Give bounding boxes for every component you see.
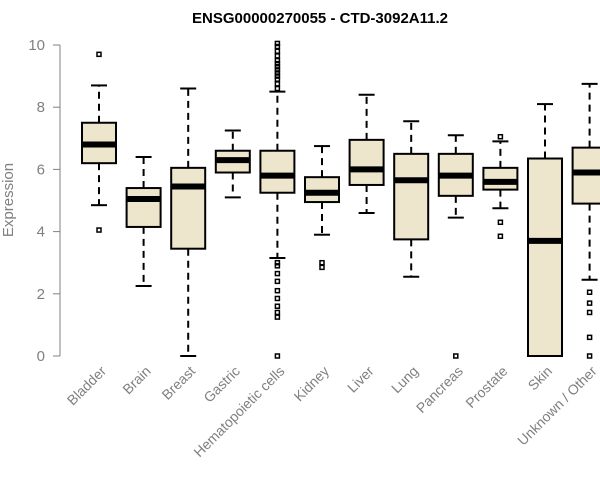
x-tick-label-unknown-other: Unknown / Other [514,363,600,449]
box-iqr [259,149,296,194]
y-axis: 0 2 4 6 8 10 [28,37,61,365]
box-iqr [393,152,430,241]
outlier-point [319,259,325,266]
x-tick-label-kidney: Kidney [291,363,333,405]
outlier-point [274,70,281,76]
x-tick-label-prostate: Prostate [462,363,510,411]
outlier-point [274,73,281,79]
x-tick-label-skin: Skin [525,363,556,394]
box-liver [348,93,385,214]
x-tick-label-liver: Liver [344,363,377,396]
outlier-point [274,85,281,92]
box-unknown-other [571,82,600,359]
outlier-point [274,263,281,269]
chart-title: ENSG00000270055 - CTD-3092A11.2 [192,10,448,27]
outlier-point [274,57,281,64]
box-lung [393,120,430,278]
box-gastric [214,129,251,199]
outlier-point [274,76,281,82]
outlier-point [274,43,281,50]
outlier-point [274,303,281,309]
box-pancreas [437,134,474,359]
outlier-point [274,270,281,277]
outlier-point [586,334,593,341]
outlier-point [274,287,281,294]
box-bladder [81,51,117,233]
outlier-point [96,227,102,233]
x-tick-label-gastric: Gastric [200,363,243,406]
x-tick-label-pancreas: Pancreas [413,363,466,416]
box-iqr [125,187,162,228]
box-prostate [482,133,519,240]
outlier-point [274,60,281,67]
x-tick-label-breast: Breast [158,363,198,403]
outlier-point [274,48,281,54]
outlier-point [319,264,325,271]
outlier-point [497,233,504,240]
box-iqr [170,166,207,250]
box-iqr [348,138,385,186]
outlier-point [274,309,281,316]
outlier-point [274,53,281,59]
box-brain [125,155,162,288]
outlier-point [274,314,281,320]
outlier-point [586,309,593,316]
outlier-point [274,259,281,266]
outlier-point [274,40,281,47]
y-tick-label: 6 [37,161,45,178]
outlier-point [274,81,281,87]
box-skin [527,103,563,357]
outlier-point [586,289,593,295]
box-iqr [571,146,600,205]
box-iqr [304,176,340,204]
outlier-point [274,295,281,302]
box-kidney [304,145,340,271]
y-tick-label: 2 [37,286,45,303]
x-tick-label-bladder: Bladder [64,363,110,409]
outlier-point [497,219,504,226]
x-tick-label-lung: Lung [388,363,421,396]
box-hematopoietic-cells [259,40,296,359]
outlier-point [274,64,281,70]
box-breast [170,87,207,357]
outlier-point [274,278,281,285]
outlier-point [274,67,281,73]
outlier-point [586,300,593,306]
outlier-point [497,133,504,140]
y-tick-label: 4 [37,224,45,241]
box-iqr [482,166,519,191]
boxes-group [81,40,600,359]
y-tick-label: 10 [28,37,45,54]
outlier-point [274,353,281,359]
x-tick-label-brain: Brain [119,363,153,397]
outlier-point [453,353,459,359]
box-iqr [527,157,563,357]
y-tick-label: 0 [37,348,45,365]
y-axis-label: Expression [0,163,17,237]
outlier-point [96,51,102,58]
y-tick-label: 8 [37,99,45,116]
outlier-point [586,353,593,359]
